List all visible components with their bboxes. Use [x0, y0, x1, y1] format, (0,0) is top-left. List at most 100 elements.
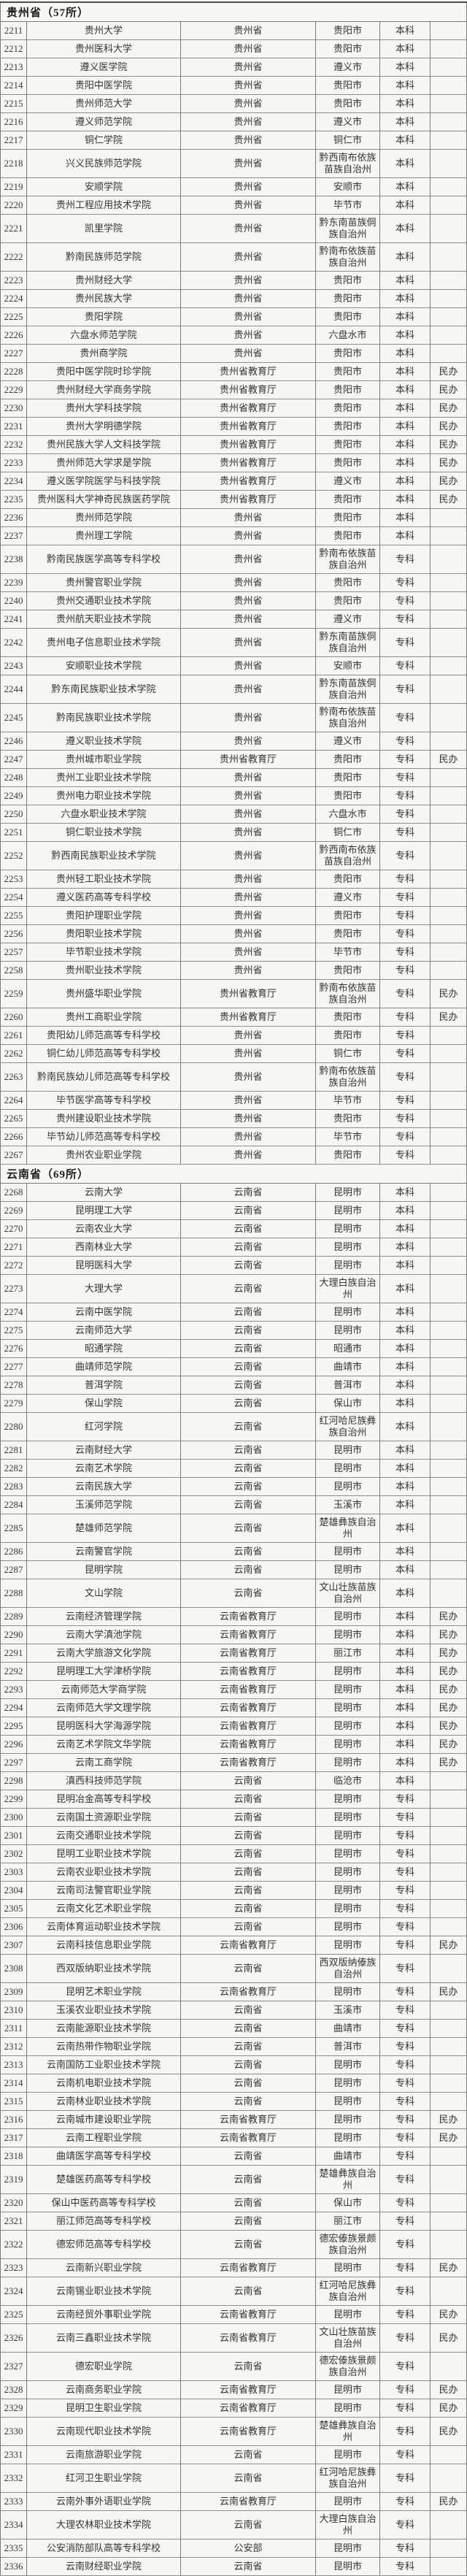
- location-cell: 毕节市: [316, 1128, 380, 1146]
- remark-cell: [431, 1322, 467, 1340]
- authority-cell: 贵州省: [181, 243, 316, 272]
- remark-cell: 民办: [431, 381, 467, 399]
- location-cell: 贵阳市: [316, 418, 380, 436]
- remark-cell: [431, 787, 467, 805]
- table-row: 2240 贵州交通职业技术学院 贵州省 贵阳市 专科: [0, 592, 467, 610]
- table-row: 2244 黔东南民族职业技术学院 贵州省 黔东南苗族侗族自治州 专科: [0, 675, 467, 704]
- location-cell: 贵阳市: [316, 381, 380, 399]
- education-level-cell: 本科: [380, 326, 431, 345]
- location-cell: 昆明市: [316, 1790, 380, 1809]
- school-name-cell: 滇西科技师范学院: [27, 1772, 181, 1790]
- serial-number-cell: 2232: [0, 436, 27, 454]
- serial-number-cell: 2214: [0, 77, 27, 95]
- school-name-cell: 昆明艺术职业学院: [27, 1983, 181, 2001]
- authority-cell: 云南省: [181, 1275, 316, 1303]
- school-name-cell: 云南体育运动职业技术学院: [27, 1918, 181, 1936]
- serial-number-cell: 2306: [0, 1918, 27, 1936]
- authority-cell: 贵州省: [181, 657, 316, 675]
- school-name-cell: 贵州工商职业学院: [27, 1008, 181, 1027]
- authority-cell: 贵州省: [181, 805, 316, 824]
- school-name-cell: 贵州大学科技学院: [27, 399, 181, 418]
- table-row: 2304 云南司法警官职业学院 云南省 昆明市 专科: [0, 1882, 467, 1900]
- authority-cell: 贵州省: [181, 131, 316, 150]
- serial-number-cell: 2263: [0, 1063, 27, 1092]
- education-level-cell: 本科: [380, 215, 431, 243]
- location-cell: 昆明市: [316, 1543, 380, 1561]
- table-row: 2317 云南工程职业学院 云南省教育厅 昆明市 专科 民办: [0, 2129, 467, 2147]
- serial-number-cell: 2236: [0, 509, 27, 527]
- school-name-cell: 云南师范大学: [27, 1322, 181, 1340]
- authority-cell: 云南省: [181, 2001, 316, 2020]
- serial-number-cell: 2310: [0, 2001, 27, 2020]
- table-row: 2307 云南科技信息职业学院 云南省教育厅 昆明市 专科 民办: [0, 1936, 467, 1955]
- table-row: 2228 贵阳中医学院时珍学院 贵州省教育厅 贵阳市 本科 民办: [0, 363, 467, 381]
- table-row: 2324 云南锡业职业技术学院 云南省 红河哈尼族彝族自治州 专科: [0, 2277, 467, 2306]
- school-name-cell: 黔西南民族职业技术学院: [27, 842, 181, 870]
- remark-cell: [431, 2093, 467, 2111]
- serial-number-cell: 2245: [0, 704, 27, 732]
- location-cell: 遵义市: [316, 58, 380, 77]
- authority-cell: 贵州省教育厅: [181, 381, 316, 399]
- school-name-cell: 云南旅游职业学院: [27, 2446, 181, 2464]
- remark-cell: [431, 2446, 467, 2464]
- remark-cell: [431, 1340, 467, 1358]
- serial-number-cell: 2327: [0, 2353, 27, 2381]
- authority-cell: 贵州省: [181, 1045, 316, 1063]
- location-cell: 贵阳市: [316, 272, 380, 290]
- remark-cell: [431, 1441, 467, 1460]
- education-level-cell: 本科: [380, 150, 431, 178]
- school-name-cell: 保山中医药高等专科学校: [27, 2194, 181, 2212]
- serial-number-cell: 2291: [0, 1644, 27, 1663]
- authority-cell: 云南省: [181, 1376, 316, 1395]
- remark-cell: [431, 1809, 467, 1827]
- authority-cell: 贵州省: [181, 732, 316, 751]
- school-name-cell: 曲靖师范学院: [27, 1358, 181, 1376]
- serial-number-cell: 2221: [0, 215, 27, 243]
- remark-cell: [431, 1579, 467, 1608]
- authority-cell: 贵州省教育厅: [181, 436, 316, 454]
- remark-cell: [431, 1478, 467, 1496]
- education-level-cell: 专科: [380, 769, 431, 787]
- location-cell: 昆明市: [316, 1626, 380, 1644]
- remark-cell: 民办: [431, 1663, 467, 1681]
- school-name-cell: 德宏职业学院: [27, 2353, 181, 2381]
- remark-cell: [431, 2539, 467, 2558]
- school-name-cell: 昆明理工大学津桥学院: [27, 1663, 181, 1681]
- table-row: 2327 德宏职业学院 云南省 德宏傣族景颇族自治州 专科: [0, 2353, 467, 2381]
- school-name-cell: 贵州航天职业技术学院: [27, 610, 181, 629]
- serial-number-cell: 2240: [0, 592, 27, 610]
- remark-cell: [431, 1128, 467, 1146]
- education-level-cell: 本科: [380, 196, 431, 215]
- education-level-cell: 专科: [380, 1936, 431, 1955]
- education-level-cell: 本科: [380, 1460, 431, 1478]
- school-name-cell: 贵阳中医学院时珍学院: [27, 363, 181, 381]
- table-row: 2212 贵州医科大学 贵州省 贵阳市 本科: [0, 40, 467, 58]
- serial-number-cell: 2228: [0, 363, 27, 381]
- authority-cell: 贵州省: [181, 178, 316, 196]
- remark-cell: [431, 1413, 467, 1441]
- location-cell: 黔南布依族苗族自治州: [316, 980, 380, 1008]
- authority-cell: 云南省: [181, 2147, 316, 2166]
- authority-cell: 云南省: [181, 2194, 316, 2212]
- education-level-cell: 专科: [380, 824, 431, 842]
- remark-cell: 民办: [431, 751, 467, 769]
- serial-number-cell: 2292: [0, 1663, 27, 1681]
- remark-cell: [431, 1395, 467, 1413]
- school-name-cell: 云南司法警官职业学院: [27, 1882, 181, 1900]
- location-cell: 楚雄彝族自治州: [316, 2418, 380, 2446]
- location-cell: 铜仁市: [316, 824, 380, 842]
- education-level-cell: 本科: [380, 1561, 431, 1579]
- authority-cell: 贵州省: [181, 545, 316, 574]
- table-row: 2310 玉溪农业职业技术学院 云南省 玉溪市 专科: [0, 2001, 467, 2020]
- school-name-cell: 贵州轻工职业技术学院: [27, 870, 181, 889]
- table-row: 2331 云南旅游职业学院 云南省 昆明市 专科: [0, 2446, 467, 2464]
- school-name-cell: 云南三鑫职业技术学院: [27, 2324, 181, 2353]
- table-row: 2313 云南国防工业职业技术学院 云南省 昆明市 专科: [0, 2056, 467, 2074]
- authority-cell: 贵州省: [181, 629, 316, 657]
- authority-cell: 贵州省: [181, 509, 316, 527]
- table-row: 2269 昆明理工大学 云南省 昆明市 本科: [0, 1202, 467, 1220]
- education-level-cell: 本科: [380, 131, 431, 150]
- serial-number-cell: 2219: [0, 178, 27, 196]
- education-level-cell: 本科: [380, 1496, 431, 1514]
- remark-cell: [431, 943, 467, 962]
